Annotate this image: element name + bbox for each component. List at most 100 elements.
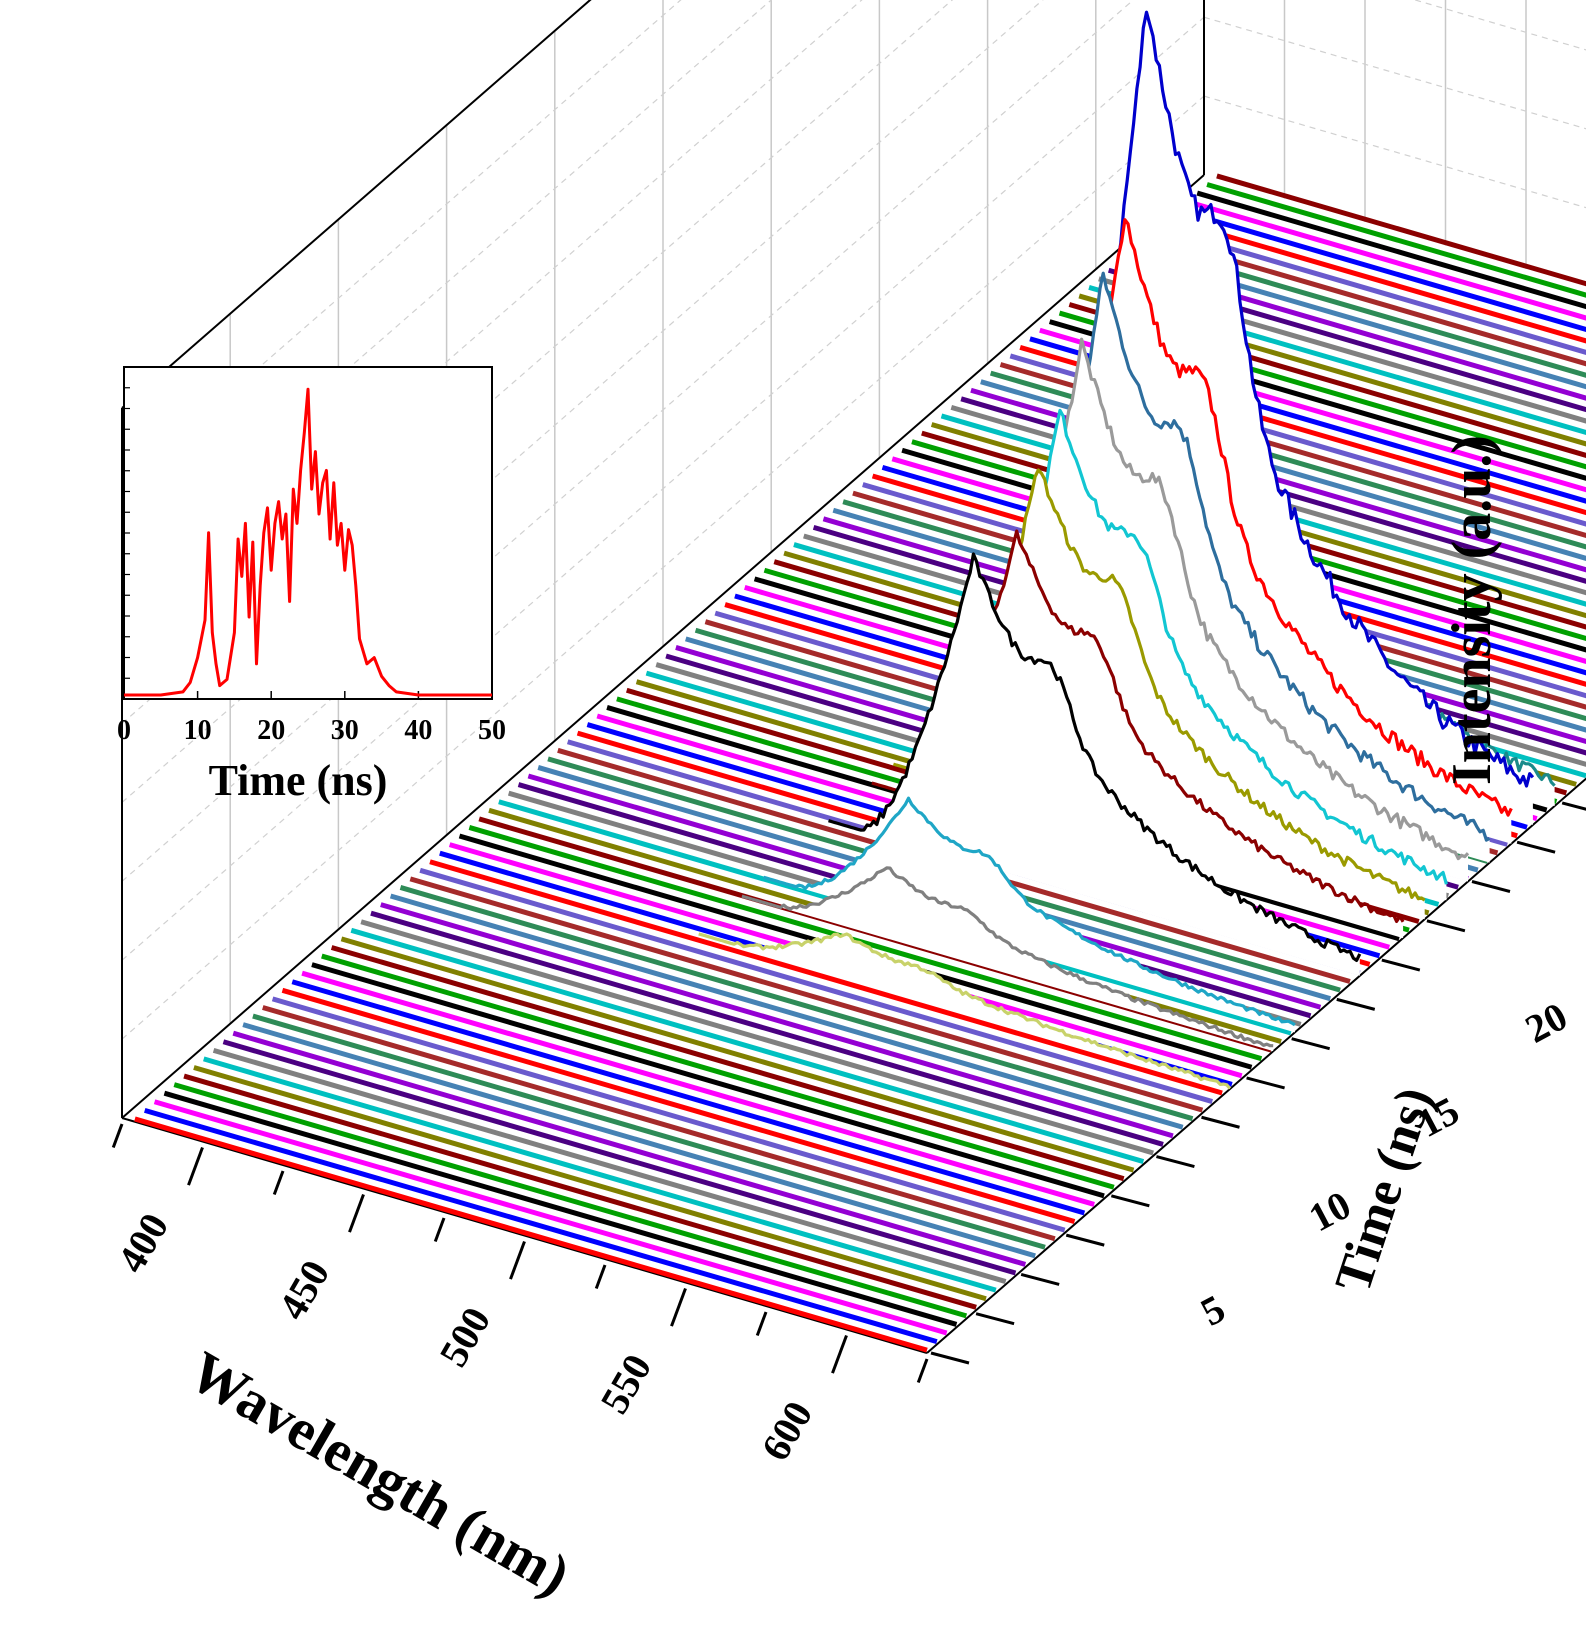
back-wall-dashed-gridline [1204,0,1586,94]
baseline-strip [222,1039,1017,1276]
inset-x-tick-label: 10 [184,715,212,746]
x-tick-label: 550 [591,1347,660,1421]
spectra-layer [698,10,1556,1090]
axis-edge [121,0,592,409]
baseline-strip [203,1056,997,1293]
back-wall-dashed-gridline [1204,0,1586,16]
baseline-strip [271,996,1066,1233]
y-tick-mark [1065,1233,1105,1247]
spectrum-line [698,932,1232,1090]
baseline-strip [419,867,1213,1104]
inset-x-axis-title: Time (ns) [209,756,388,805]
y-tick-mark [930,1351,970,1365]
baseline-strip [1117,259,1586,401]
baseline-strip [193,1065,987,1302]
y-tick-mark [1336,997,1376,1011]
x-tick-mark [916,1358,929,1384]
x-tick-mark [272,1170,285,1196]
inset-series-line [124,387,492,697]
y-tick-mark [1381,958,1421,972]
inset-line-layer [124,387,492,697]
baseline-strip [1186,199,1586,321]
spectrum-line [763,796,1296,1027]
inset-x-tick-label: 20 [257,715,285,746]
x-tick-label: 400 [108,1206,177,1280]
x-tick-mark [755,1311,768,1337]
left-wall-dashed-gridline [121,0,954,725]
left-wall-dashed-gridline [121,0,773,567]
spectrum-fill [828,554,1360,976]
spectrum-fill [741,867,1274,1052]
baseline-strip [360,919,1154,1156]
spectrum-fill [763,798,1295,1033]
baseline-strip [163,1090,958,1327]
x-tick-mark [111,1123,124,1149]
baseline-strip [1157,224,1586,355]
y-tick-mark [1291,1037,1331,1051]
baseline-strip [153,1099,948,1336]
left-wall-dashed-gridline [121,0,863,646]
left-wall-dashed-gridline [121,0,1044,803]
left-wall-dashed-gridline [121,95,1205,1040]
x-tick-mark [670,1287,687,1327]
x-tick-label: 600 [752,1394,821,1468]
y-tick-mark [1426,919,1466,933]
inset-x-tick-label: 0 [117,715,131,746]
x-tick-label: 500 [430,1300,499,1374]
y-tick-mark [975,1312,1015,1326]
inset-ticks: 0 10 20 30 40 50 [117,366,506,746]
y-tick-mark [1156,1155,1195,1168]
y-tick-mark [1246,1076,1285,1090]
x-tick-mark [433,1217,446,1243]
y-tick-label: 20 [1518,993,1574,1052]
baseline-strip [183,1073,977,1310]
baseline-strip [350,927,1145,1164]
spectrum-line [828,552,1362,963]
left-wall-dashed-gridline [121,0,1135,882]
baseline-strip [281,987,1076,1224]
baseline-strip [1127,250,1586,390]
spectrum-fill [698,933,1230,1089]
x-axis-title: Wavelength (nm) [179,1338,581,1608]
baseline-strip [321,953,1115,1190]
back-wall-dashed-gridline [1203,16,1586,130]
baseline-strip [173,1082,968,1319]
baseline-strip [1147,233,1586,367]
y-tick-mark [1516,840,1556,854]
baseline-strip [1196,190,1586,310]
baseline-strip [144,1107,938,1344]
baseline-strip [330,945,1125,1182]
y-axis-title: Time (ns) [1325,1081,1445,1300]
inset-x-tick-label: 40 [404,715,432,746]
baseline-strip [1166,216,1586,344]
baseline-strip [242,1022,1036,1259]
axis-edge [121,1117,928,1354]
baseline-strip [1216,173,1586,287]
x-tick-mark [348,1193,365,1233]
x-tick-label: 450 [269,1253,338,1327]
inset-x-tick-label: 30 [331,715,359,746]
baseline-strip [1176,207,1586,333]
x-tick-mark [509,1240,526,1280]
axis-box [121,0,1586,1354]
baseline-strip [370,910,1164,1147]
baseline-strip [291,979,1086,1216]
y-tick-mark [1201,1115,1240,1129]
baseline-strip [380,902,1174,1139]
y-tick-mark [1020,1272,1060,1286]
baseline-strip [301,970,1095,1207]
y-tick-mark [1471,880,1511,893]
baseline-strip [389,893,1184,1130]
baseline-strip [340,936,1135,1173]
x-tick-mark [594,1264,607,1290]
left-wall-dashed-gridline [121,0,682,488]
axis-edge [121,174,1205,1119]
baseline-strip [1137,242,1586,378]
baseline-strip [232,1030,1027,1267]
inset-plot: 0 10 20 30 40 50 Time (ns) [117,366,506,805]
baseline-strip [252,1013,1046,1250]
baseline-strip [399,885,1194,1122]
x-tick-mark [187,1146,204,1186]
